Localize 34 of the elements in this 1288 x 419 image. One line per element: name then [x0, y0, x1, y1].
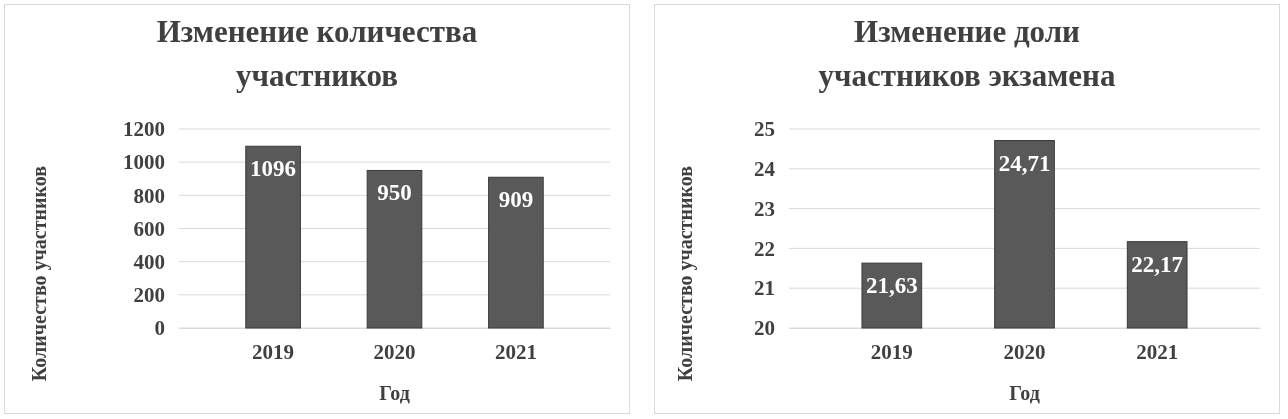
y-axis-title: Количество участников	[674, 165, 697, 382]
data-label: 909	[498, 187, 534, 213]
x-tick-label: 2019	[252, 339, 295, 364]
data-label: 24,71	[998, 150, 1051, 176]
chart-title: Изменение доли участников экзамена	[818, 14, 1116, 93]
y-axis-title: Количество участников	[28, 165, 51, 382]
x-tick-label: 2021	[494, 339, 537, 364]
bar	[366, 169, 423, 329]
x-tick-label: 2020	[1003, 339, 1046, 364]
bar	[245, 145, 301, 329]
data-label: 21,63	[865, 273, 918, 299]
y-tick-label: 1000	[123, 150, 165, 175]
x-tick-label: 2020	[373, 339, 416, 364]
y-tick-label: 600	[133, 216, 165, 241]
y-tick-label: 800	[133, 183, 165, 208]
x-axis-title: Год	[1009, 382, 1040, 404]
data-label: 22,17	[1131, 251, 1184, 277]
y-tick-label: 21	[754, 276, 775, 301]
x-tick-label: 2019	[870, 339, 913, 364]
y-tick-label: 20	[754, 316, 775, 341]
y-tick-label: 24	[754, 157, 776, 182]
y-tick-label: 200	[133, 283, 165, 308]
y-tick-label: 22	[754, 236, 775, 261]
chart-title: Изменение количества участников	[156, 14, 478, 93]
data-label: 1096	[250, 156, 297, 182]
y-tick-label: 400	[133, 249, 165, 274]
x-tick-label: 2021	[1136, 339, 1179, 364]
y-tick-label: 1200	[123, 117, 165, 142]
data-label: 950	[377, 180, 412, 206]
y-tick-label: 25	[754, 117, 775, 142]
y-tick-label: 23	[754, 196, 775, 221]
bar	[488, 176, 544, 329]
y-tick-label: 0	[154, 316, 165, 341]
x-axis-title: Год	[379, 382, 410, 404]
